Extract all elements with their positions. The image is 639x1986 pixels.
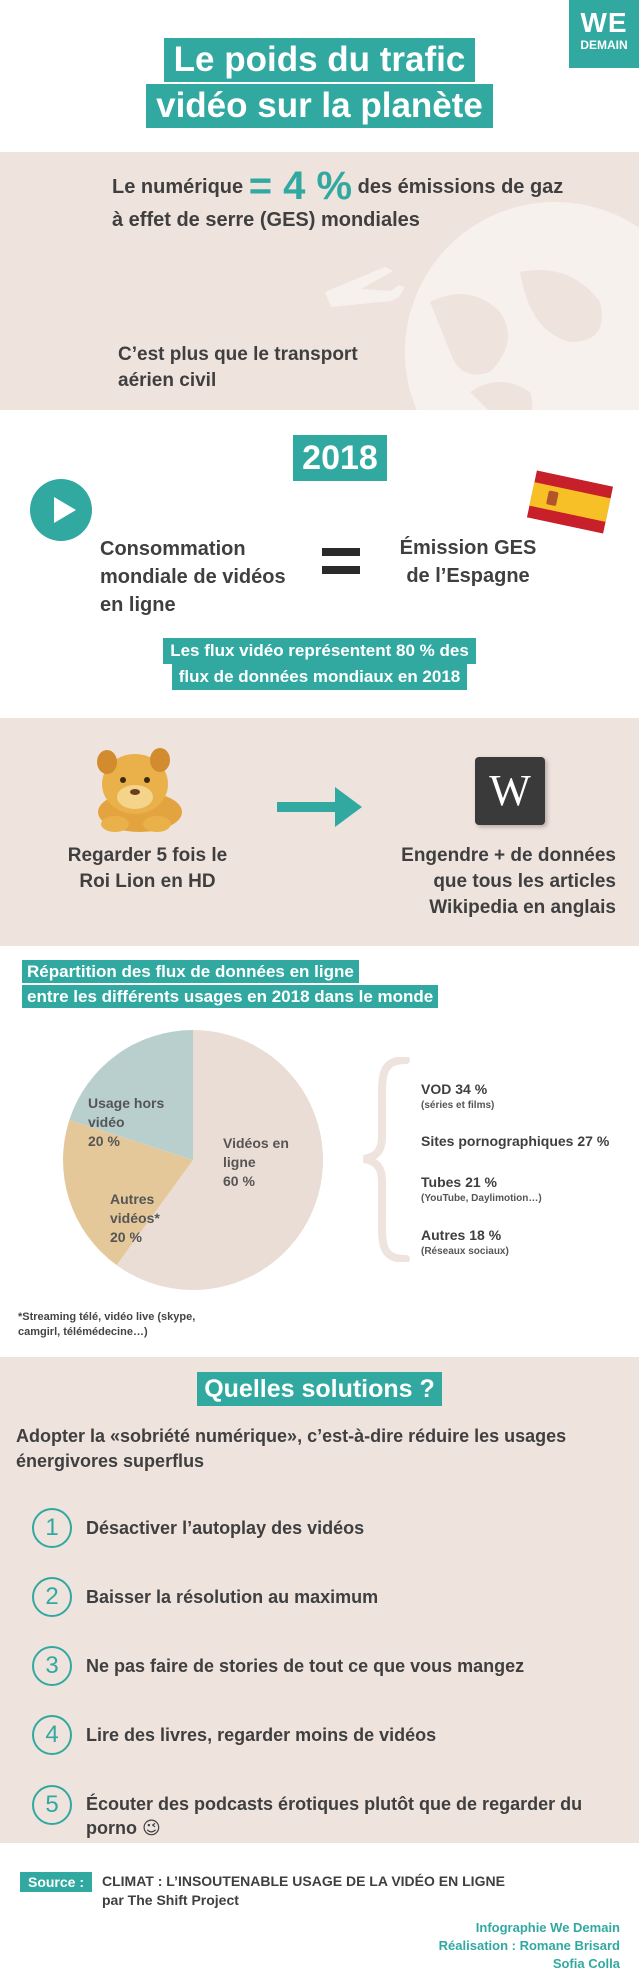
- legend-porno: Sites pornographiques 27 %: [421, 1132, 609, 1151]
- spain-flag-icon: [526, 470, 614, 534]
- title-text-1: Le poids du trafic: [163, 38, 476, 82]
- solutions-title-text: Quelles solutions ?: [197, 1372, 442, 1406]
- step-1-number: 1: [32, 1508, 72, 1548]
- step-4-number: 4: [32, 1715, 72, 1755]
- step-4-text: Lire des livres, regarder moins de vidéo…: [86, 1725, 437, 1745]
- pie-label-videos-value: 60 %: [223, 1173, 255, 1189]
- pie-label-hors-video: Usage hors vidéo 20 %: [88, 1094, 198, 1151]
- solutions-intro: Adopter la «sobriété numérique», c’est-à…: [16, 1426, 567, 1471]
- source-reference: CLIMAT : L’INSOUTENABLE USAGE DE LA VIDÉ…: [102, 1872, 542, 1910]
- pie-label-autres-videos: Autres vidéos* 20 %: [110, 1190, 190, 1247]
- lion-cub-illustration: [97, 748, 182, 832]
- numerique-post: des émissions de gaz à effet de serre (G…: [112, 176, 564, 231]
- logo-line2: DEMAIN: [580, 38, 628, 52]
- globe-illustration: [325, 202, 639, 410]
- legend-porno-label: Sites pornographiques 27 %: [421, 1133, 610, 1149]
- legend-vod-sub: (séries et films): [421, 1100, 495, 1111]
- legend-autres: Autres 18 % (Réseaux sociaux): [421, 1226, 509, 1259]
- legend-vod: VOD 34 % (séries et films): [421, 1080, 494, 1113]
- pie-label-hors-video-text: Usage hors vidéo: [88, 1095, 165, 1130]
- pie-label-autres-text: Autres vidéos*: [110, 1191, 160, 1226]
- step-2-text: Baisser la résolution au maximum: [86, 1587, 379, 1607]
- repartition-line-2: entre les différents usages en 2018 dans…: [22, 985, 439, 1008]
- title-line-2: vidéo sur la planète: [0, 84, 639, 128]
- section-numerique: Le numérique = 4 % des émissions de gaz …: [0, 152, 639, 410]
- airplane-icon: [325, 267, 405, 307]
- play-icon: [30, 479, 92, 541]
- pie-label-videos-text: Vidéos en ligne: [223, 1135, 289, 1170]
- wikipedia-comparison-label: Engendre + de données que tous les artic…: [401, 845, 616, 918]
- credits-line-1: Infographie We Demain: [475, 1920, 620, 1935]
- legend-tubes-sub: (YouTube, Daylimotion…): [421, 1193, 542, 1204]
- legend-tubes: Tubes 21 % (YouTube, Daylimotion…): [421, 1173, 542, 1206]
- title-line-1: Le poids du trafic: [0, 38, 639, 82]
- credits-line-3: Sofia Colla: [552, 1956, 620, 1971]
- legend-vod-label: VOD 34 %: [421, 1081, 488, 1097]
- equals-icon: [322, 548, 360, 576]
- numerique-big-stat: = 4 %: [248, 164, 353, 208]
- legend-autres-label: Autres 18 %: [421, 1227, 502, 1243]
- pie-slice-videos-en-ligne: [116, 1030, 323, 1290]
- step-3-text: Ne pas faire de stories de tout ce que v…: [86, 1656, 525, 1676]
- year-badge: 2018: [293, 435, 387, 481]
- we-demain-logo: WE DEMAIN: [569, 0, 639, 68]
- step-5-text: Écouter des podcasts érotiques plutôt qu…: [86, 1794, 583, 1838]
- legend-autres-sub: (Réseaux sociaux): [421, 1246, 509, 1257]
- emission-espagne-label: Émission GES de l’Espagne: [399, 537, 537, 587]
- flux-video-statement: Les flux vidéo représentent 80 % des flu…: [0, 638, 639, 690]
- repartition-line-1: Répartition des flux de données en ligne: [22, 960, 359, 983]
- numerique-pre: Le numérique: [112, 176, 249, 198]
- solutions-title: Quelles solutions ?: [0, 1372, 639, 1406]
- arrow-right-icon: [277, 787, 362, 827]
- wikipedia-logo-icon: W: [475, 757, 545, 825]
- transport-comparison: C’est plus que le transport aérien civil: [118, 344, 358, 391]
- step-5-number: 5: [32, 1785, 72, 1825]
- logo-line1: WE: [580, 7, 628, 38]
- step-3-number: 3: [32, 1646, 72, 1686]
- pie-slice-hors-video: [69, 1030, 193, 1160]
- flux-video-line-2: flux de données mondiaux en 2018: [171, 664, 468, 690]
- source-label: Source :: [20, 1872, 92, 1892]
- consommation-label: Consommation mondiale de vidéos en ligne: [100, 538, 286, 616]
- legend-tubes-label: Tubes 21 %: [421, 1174, 497, 1190]
- source-title: CLIMAT : L’INSOUTENABLE USAGE DE LA VIDÉ…: [102, 1873, 505, 1889]
- section-solutions: [0, 1357, 639, 1843]
- pie-chart: [62, 1030, 323, 1290]
- pie-label-autres-value: 20 %: [110, 1229, 142, 1245]
- repartition-title-1: Répartition des flux de données en ligne: [22, 960, 359, 983]
- flux-video-line-1: Les flux vidéo représentent 80 % des: [163, 638, 476, 664]
- roi-lion-label: Regarder 5 fois le Roi Lion en HD: [67, 845, 228, 892]
- title-text-2: vidéo sur la planète: [146, 84, 493, 128]
- credits-line-2: Réalisation : Romane Brisard: [438, 1938, 620, 1953]
- pie-label-videos-en-ligne: Vidéos en ligne 60 %: [223, 1134, 298, 1191]
- pie-label-hors-video-value: 20 %: [88, 1133, 120, 1149]
- repartition-title-2: entre les différents usages en 2018 dans…: [22, 985, 439, 1008]
- numerique-statement: Le numérique = 4 % des émissions de gaz …: [112, 166, 572, 237]
- footnote: *Streaming télé, vidéo live (skype, camg…: [18, 1311, 196, 1338]
- pie-slice-autres-videos: [62, 1119, 193, 1266]
- curly-brace-icon: [363, 1057, 410, 1262]
- credits: Infographie We Demain Réalisation : Roma…: [320, 1919, 620, 1973]
- step-2-number: 2: [32, 1577, 72, 1617]
- step-1-text: Désactiver l’autoplay des vidéos: [86, 1518, 365, 1538]
- source-author: par The Shift Project: [102, 1892, 239, 1908]
